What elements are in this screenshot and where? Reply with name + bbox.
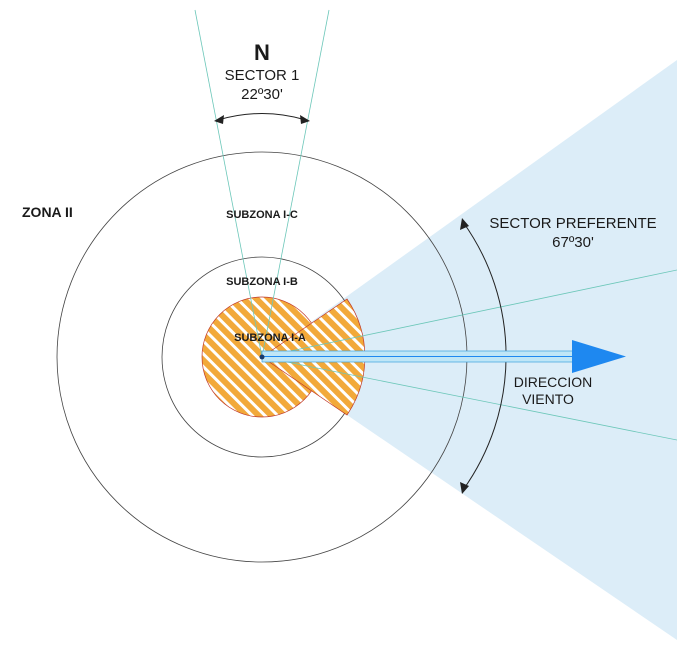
north-sector-arc bbox=[217, 113, 307, 121]
wind-direction-label-2: VIENTO bbox=[522, 391, 574, 407]
preferred-arc-arrow-bottom bbox=[460, 482, 469, 494]
wind-arrow-head bbox=[572, 340, 626, 373]
north-sector-angle: 22º30' bbox=[241, 86, 283, 103]
preferred-sector-guide-upper bbox=[261, 269, 677, 358]
north-arc-arrow-left bbox=[214, 115, 224, 124]
preferred-sector-label: SECTOR PREFERENTE bbox=[489, 215, 656, 232]
preferred-sector-angle: 67º30' bbox=[552, 234, 594, 251]
north-sector-guide-left bbox=[194, 9, 263, 358]
preferred-sector-guide-lower bbox=[261, 356, 677, 441]
preferred-sector-wedge bbox=[262, 60, 677, 640]
subzone-ic-label: SUBZONA I-C bbox=[226, 209, 298, 221]
north-arc-arrow-right bbox=[300, 115, 310, 124]
subzone-ia-label: SUBZONA I-A bbox=[234, 332, 306, 344]
north-sector-label: SECTOR 1 bbox=[225, 67, 300, 84]
north-sector-guide-right bbox=[261, 9, 330, 358]
wind-direction-label-1: DIRECCION bbox=[514, 374, 593, 390]
preferred-arc-arrow-top bbox=[460, 218, 469, 230]
subzone-ib-label: SUBZONA I-B bbox=[226, 276, 298, 288]
zone-ii-label: ZONA II bbox=[22, 204, 73, 220]
origin-point bbox=[259, 354, 265, 360]
north-letter: N bbox=[254, 40, 270, 65]
